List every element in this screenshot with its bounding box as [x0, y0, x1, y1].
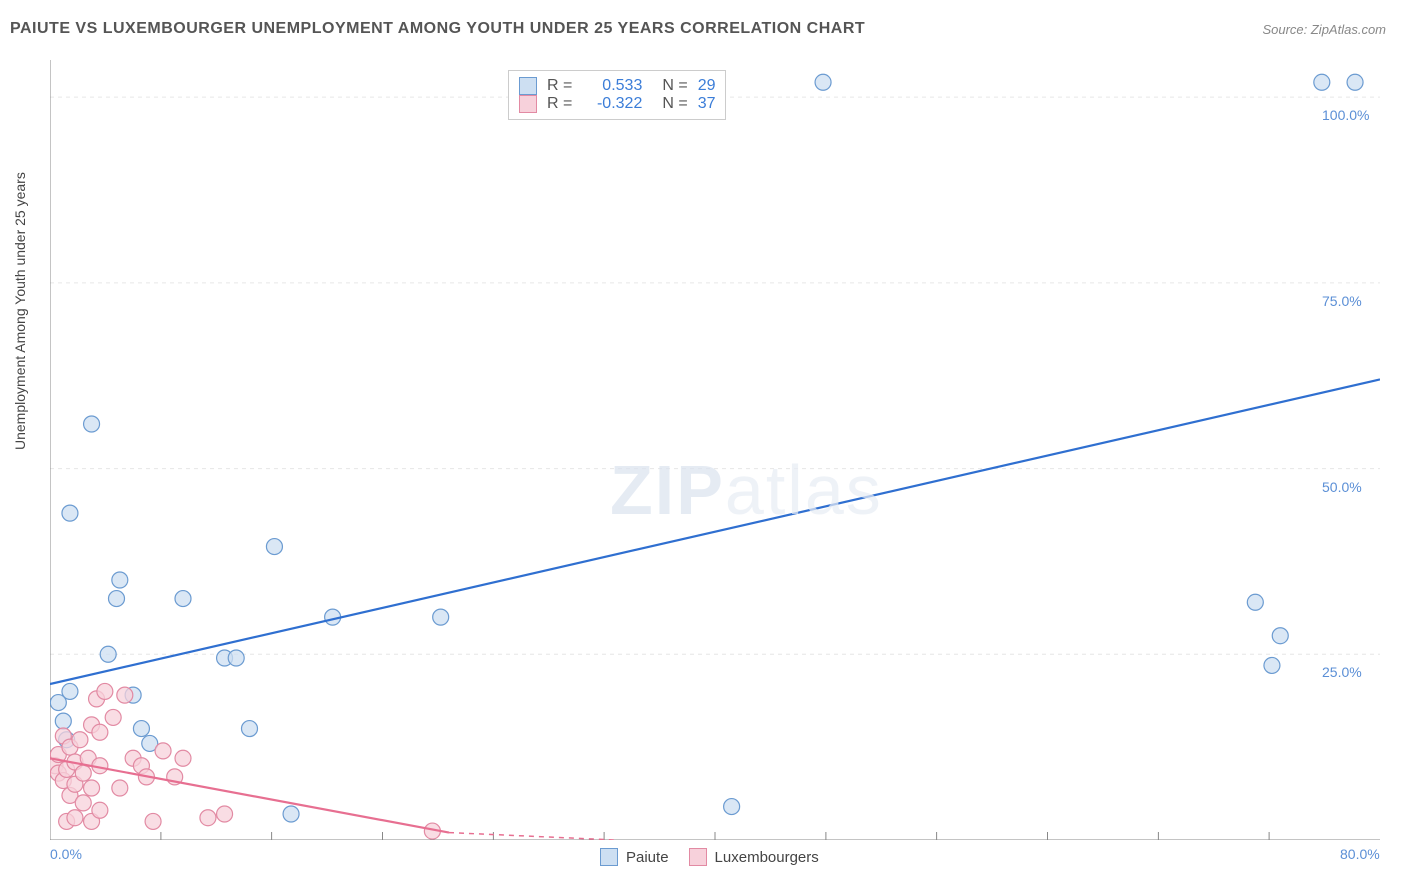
- stat-r-label: R =: [547, 95, 572, 113]
- y-tick-label: 50.0%: [1322, 479, 1362, 495]
- y-axis-label: Unemployment Among Youth under 25 years: [12, 172, 28, 450]
- scatter-chart: [50, 60, 1380, 840]
- stat-legend-row: R = -0.322 N = 37: [519, 95, 715, 113]
- legend-swatch: [519, 95, 537, 113]
- x-tick-label: 80.0%: [1340, 846, 1380, 862]
- stat-n-label: N =: [662, 95, 687, 113]
- y-tick-label: 25.0%: [1322, 664, 1362, 680]
- stat-n-value: 37: [698, 95, 716, 113]
- x-tick-label: 0.0%: [50, 846, 82, 862]
- stat-r-value: -0.322: [582, 95, 642, 113]
- legend-swatch: [519, 77, 537, 95]
- stat-r-value: 0.533: [582, 77, 642, 95]
- stat-n-label: N =: [662, 77, 687, 95]
- stat-r-label: R =: [547, 77, 572, 95]
- y-tick-label: 75.0%: [1322, 293, 1362, 309]
- series-name: Luxembourgers: [715, 849, 819, 866]
- series-legend-item: Paiute: [600, 848, 669, 866]
- stat-n-value: 29: [698, 77, 716, 95]
- series-legend: Paiute Luxembourgers: [600, 848, 819, 866]
- y-tick-label: 100.0%: [1322, 107, 1369, 123]
- source-attribution: Source: ZipAtlas.com: [1262, 22, 1386, 37]
- legend-swatch: [689, 848, 707, 866]
- correlation-legend: R = 0.533 N = 29 R = -0.322 N = 37: [508, 70, 726, 120]
- plot-area: ZIPatlas R =0.533N =29R =-0.322N =37 Pai…: [50, 60, 1380, 840]
- stat-legend-row: R = 0.533 N = 29: [519, 77, 715, 95]
- series-legend-item: Luxembourgers: [689, 848, 819, 866]
- series-name: Paiute: [626, 849, 669, 866]
- chart-title: PAIUTE VS LUXEMBOURGER UNEMPLOYMENT AMON…: [10, 20, 865, 38]
- legend-swatch: [600, 848, 618, 866]
